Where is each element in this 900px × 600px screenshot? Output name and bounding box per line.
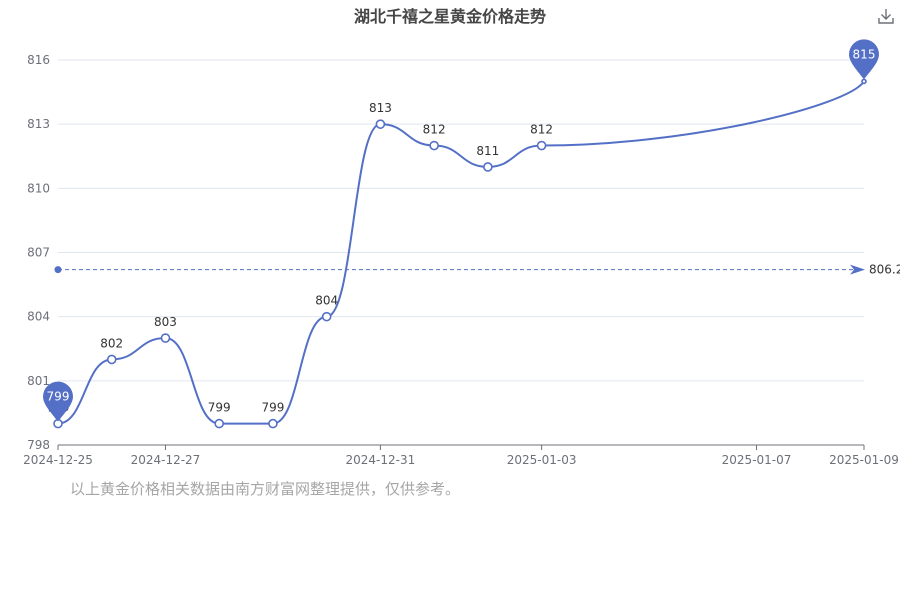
data-label: 804 xyxy=(315,294,338,308)
data-label: 803 xyxy=(154,315,177,329)
x-tick-label: 2024-12-31 xyxy=(346,453,416,467)
data-label: 813 xyxy=(369,101,392,115)
average-line-arrow xyxy=(850,264,865,275)
data-label: 799 xyxy=(261,401,284,415)
price-series xyxy=(53,78,867,429)
data-point xyxy=(160,333,171,343)
min-pin-label: 799 xyxy=(47,390,70,404)
data-point xyxy=(536,140,547,151)
grid-lines xyxy=(58,59,864,382)
y-tick-label: 810 xyxy=(27,181,50,195)
x-tick-label: 2024-12-25 xyxy=(23,453,93,467)
data-label: 811 xyxy=(476,144,499,158)
y-tick-label: 804 xyxy=(27,310,50,324)
max-pin xyxy=(849,39,879,80)
data-point xyxy=(214,418,224,429)
data-label: 802 xyxy=(100,336,123,350)
x-tick-label: 2025-01-03 xyxy=(507,453,577,467)
footnote: 以上黄金价格相关数据由南方财富网整理提供，仅供参考。 xyxy=(70,480,461,498)
data-point xyxy=(375,119,386,129)
y-tick-label: 801 xyxy=(27,374,50,388)
data-point xyxy=(861,78,867,85)
x-tick-label: 2025-01-07 xyxy=(722,453,792,467)
average-line-start xyxy=(54,266,62,274)
mark-points: 799 815 xyxy=(43,39,879,422)
data-label: 812 xyxy=(530,123,553,137)
axes: 798 801 804 807 810 813 816 2024-12-25 2024-12-2… xyxy=(23,53,899,467)
data-point xyxy=(429,140,439,151)
data-label: 799 xyxy=(208,401,231,415)
data-label: 812 xyxy=(423,123,446,137)
download-icon[interactable] xyxy=(876,6,896,26)
max-pin-label: 815 xyxy=(853,47,876,61)
y-tick-label: 816 xyxy=(27,53,50,67)
data-point xyxy=(106,354,117,365)
data-point xyxy=(321,311,332,322)
average-line-label: 806.2 xyxy=(869,263,900,277)
chart-title: 湖北千禧之星黄金价格走势 xyxy=(353,7,546,26)
y-tick-label: 813 xyxy=(27,117,50,131)
data-point xyxy=(483,162,493,172)
x-tick-label: 2025-01-09 xyxy=(829,453,899,467)
y-tick-label: 798 xyxy=(27,438,50,452)
line-chart: 798 801 804 807 810 813 816 2024-12-25 2024-12-2… xyxy=(23,39,900,467)
data-point xyxy=(268,418,278,429)
y-tick-label: 807 xyxy=(27,246,50,260)
x-tick-label: 2024-12-27 xyxy=(131,453,201,467)
average-mark-line: 806.2 xyxy=(54,263,900,277)
min-pin xyxy=(43,381,73,422)
